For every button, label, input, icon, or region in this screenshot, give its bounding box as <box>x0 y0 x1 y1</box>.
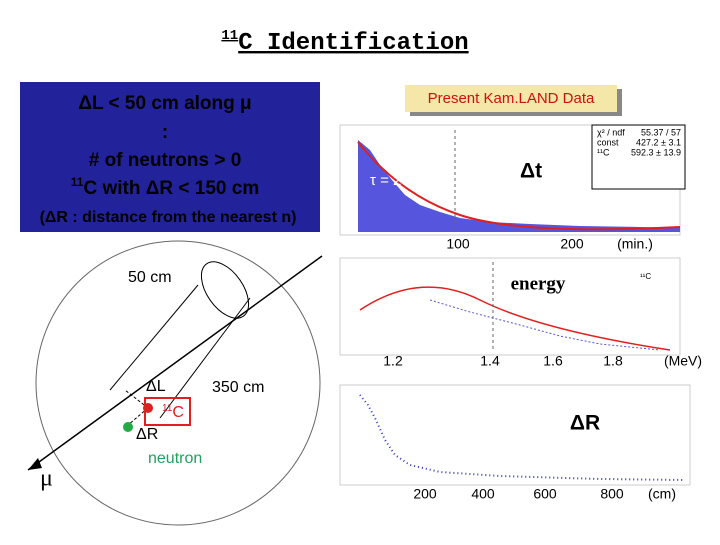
c11-text: C <box>172 404 184 421</box>
c11-sup: 11 <box>162 403 173 414</box>
cylinder-end <box>200 261 250 319</box>
plot-label: Δt <box>520 160 542 183</box>
legend: ¹¹C <box>640 272 651 281</box>
condition-text: C with ΔR < 150 cm <box>83 178 259 199</box>
stats-value: 55.37 / 57 <box>641 127 681 137</box>
dr-label: ΔR <box>136 426 158 443</box>
cylinder-edge <box>159 297 251 419</box>
x-unit: (min.) <box>617 236 653 252</box>
x-tick-label: 200 <box>413 486 437 502</box>
neutron-point <box>123 422 133 432</box>
fit-curve <box>357 141 681 231</box>
stats-value: 592.3 ± 13.9 <box>631 147 681 157</box>
radius-label: 50 cm <box>128 269 172 286</box>
x-tick-label: 200 <box>560 236 584 252</box>
condition-line: ΔL < 50 cm along μ <box>78 93 251 114</box>
x-tick-label: 100 <box>446 236 470 252</box>
x-tick-label: 1.6 <box>543 353 563 369</box>
plot-frame <box>339 384 691 486</box>
x-tick-label: 1.8 <box>603 353 623 369</box>
plot-frame <box>339 257 681 356</box>
banner: Present Kam.LAND Data <box>428 90 595 107</box>
title-sup: 11 <box>221 28 238 44</box>
plot-label: ΔR <box>570 412 600 435</box>
title-text: C Identification <box>238 30 468 57</box>
data-points <box>359 394 686 481</box>
condition-line: # of neutrons > 0 <box>89 150 242 171</box>
condition-line: (ΔR : distance from the nearest n) <box>40 209 297 226</box>
c11-box <box>144 397 191 426</box>
data-points <box>429 299 661 351</box>
condition-box <box>20 82 320 232</box>
x-tick-label: 1.2 <box>383 353 403 369</box>
arrow-head <box>28 458 42 470</box>
x-unit: (MeV) <box>664 353 702 369</box>
histogram <box>358 140 680 232</box>
condition-sup: 11 <box>71 175 84 189</box>
banner-box <box>405 85 617 112</box>
annotation: τ = 29.4 min <box>370 172 451 189</box>
stats-key: const <box>597 137 619 147</box>
stats-box <box>591 124 686 190</box>
x-tick-label: 1.4 <box>480 353 500 369</box>
stats-key: χ² / ndf <box>597 127 625 137</box>
muon-track <box>27 255 323 471</box>
neutron-label: neutron <box>148 450 202 467</box>
dr-line <box>127 407 149 426</box>
c11-label: 11C <box>162 403 184 422</box>
stats-value: 427.2 ± 3.1 <box>636 137 681 147</box>
stats-key: ¹¹C <box>597 147 610 157</box>
length-label: 350 cm <box>212 379 264 396</box>
condition-line: 11C with ΔR < 150 cm <box>71 175 259 199</box>
muon-label: μ <box>40 466 53 492</box>
x-tick-label: 800 <box>600 486 624 502</box>
title: 11C Identification <box>221 28 468 58</box>
dl-label: ΔL <box>146 378 166 395</box>
condition-line: : <box>162 122 168 143</box>
fit-curve <box>359 286 671 351</box>
cylinder-edge <box>109 284 199 391</box>
x-unit: (cm) <box>648 486 676 502</box>
detector <box>35 240 321 526</box>
plot-label: energy <box>511 273 566 294</box>
x-tick-label: 600 <box>533 486 557 502</box>
x-tick-label: 400 <box>471 486 495 502</box>
